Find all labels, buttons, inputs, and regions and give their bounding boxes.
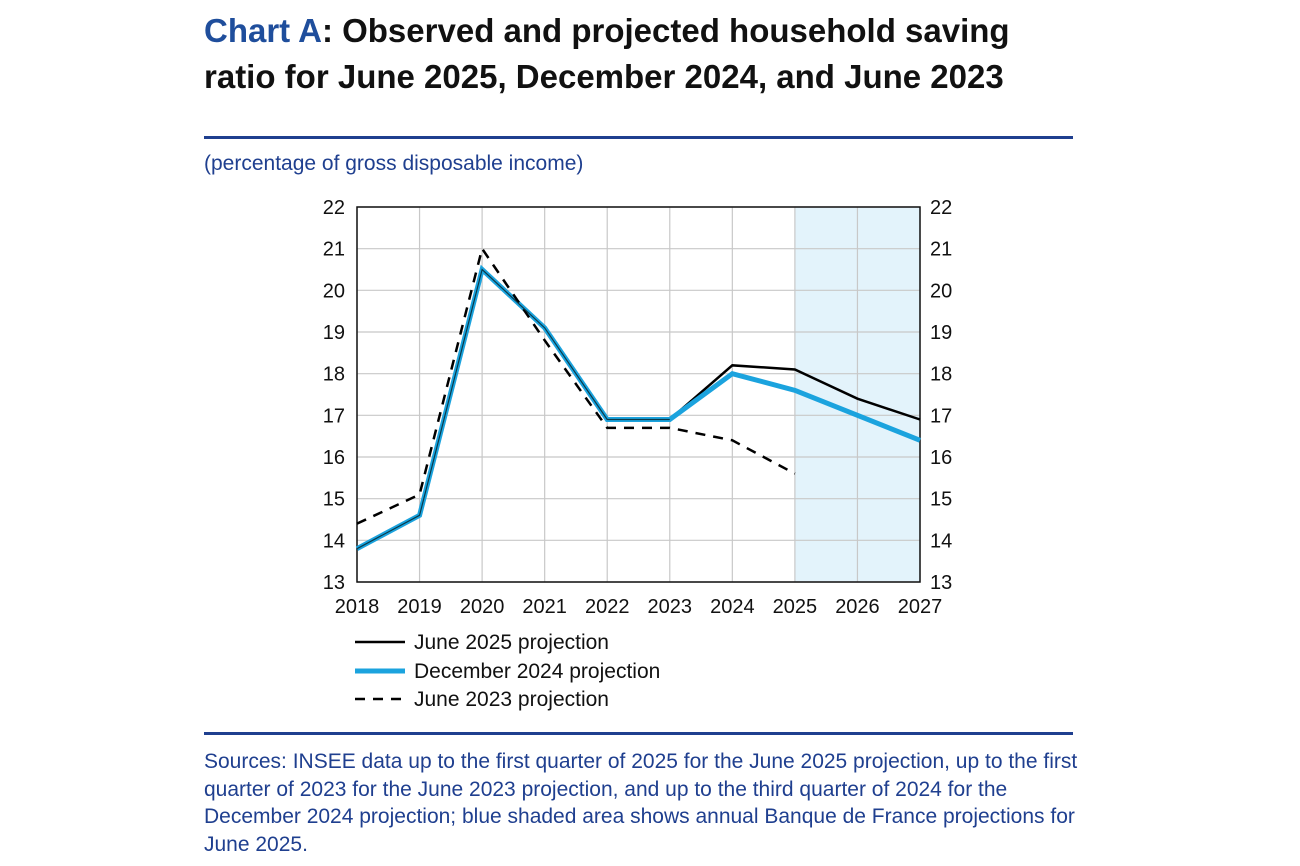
y-tick-label-right: 16	[930, 447, 952, 469]
y-tick-label-right: 20	[930, 280, 952, 302]
x-tick-label: 2023	[648, 596, 693, 618]
x-tick-label: 2025	[773, 596, 818, 618]
x-tick-label: 2019	[397, 596, 442, 618]
legend-label: June 2025 projection	[414, 631, 609, 654]
y-tick-label-left: 18	[323, 364, 345, 386]
series-line-june-2025-projection-overlap	[357, 270, 670, 549]
x-tick-label: 2024	[710, 596, 755, 618]
y-tick-label-right: 19	[930, 322, 952, 344]
y-tick-label-left: 15	[323, 489, 345, 511]
y-tick-label-right: 22	[930, 197, 952, 219]
x-tick-label: 2027	[898, 596, 943, 618]
y-tick-label-right: 15	[930, 489, 952, 511]
y-tick-label-right: 14	[930, 530, 952, 552]
y-tick-label-left: 16	[323, 447, 345, 469]
x-tick-label: 2020	[460, 596, 505, 618]
sources-divider	[204, 732, 1073, 735]
y-tick-label-left: 13	[323, 572, 345, 594]
y-tick-label-left: 20	[323, 280, 345, 302]
line-chart: 13 1314 1415 1516 1617 1718 1819 1920 2021 2122 22…	[0, 0, 1300, 866]
x-tick-label: 2018	[335, 596, 380, 618]
y-tick-label-left: 22	[323, 197, 345, 219]
y-tick-label-right: 21	[930, 239, 952, 261]
y-tick-label-right: 13	[930, 572, 952, 594]
x-tick-label: 2022	[585, 596, 630, 618]
y-tick-label-left: 17	[323, 405, 345, 427]
x-tick-label: 2026	[835, 596, 880, 618]
y-tick-label-left: 21	[323, 239, 345, 261]
y-tick-label-right: 17	[930, 405, 952, 427]
y-tick-label-left: 19	[323, 322, 345, 344]
legend: June 2025 projection December 2024 projec…	[355, 631, 660, 711]
legend-label: December 2024 projection	[414, 660, 660, 683]
sources-note: Sources: INSEE data up to the first quar…	[204, 748, 1084, 858]
y-tick-label-left: 14	[323, 530, 345, 552]
x-tick-label: 2021	[522, 596, 567, 618]
legend-label: June 2023 projection	[414, 688, 609, 711]
y-tick-label-right: 18	[930, 364, 952, 386]
